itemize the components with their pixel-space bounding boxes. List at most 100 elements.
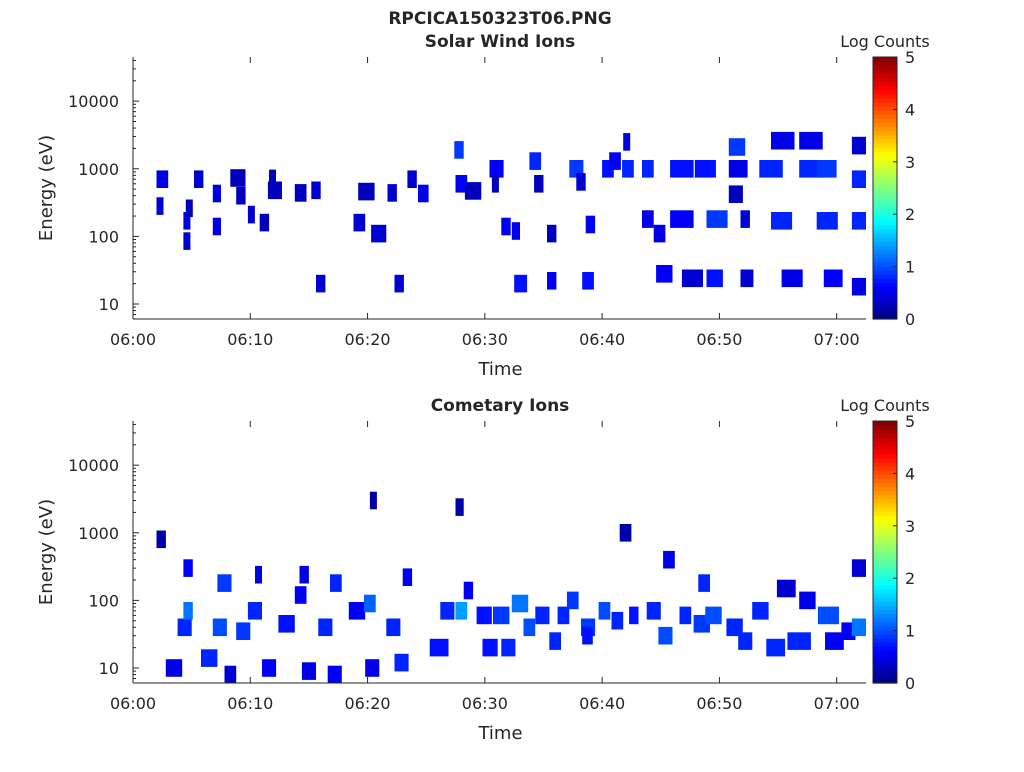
colorbar-segment bbox=[873, 511, 897, 516]
heatmap-cell bbox=[566, 591, 579, 610]
heatmap-cell bbox=[728, 185, 743, 203]
heatmap-cell bbox=[212, 217, 221, 236]
heatmap-cell bbox=[781, 269, 803, 288]
x-tick-label: 06:10 bbox=[227, 694, 273, 713]
colorbar-segment bbox=[873, 605, 897, 610]
heatmap-cell bbox=[463, 581, 474, 600]
panel-solar-wind-ions: Solar Wind Ions 06:00 06:10 06:20 06:30 06:40… bbox=[36, 32, 930, 380]
x-tick-label: 06:00 bbox=[110, 330, 156, 349]
colorbar-segment bbox=[873, 502, 897, 508]
x-tick-label: 06:40 bbox=[579, 330, 625, 349]
colorbar-segment bbox=[873, 196, 897, 201]
colorbar-segment bbox=[873, 445, 897, 451]
colorbar-segment bbox=[873, 114, 897, 119]
colorbar-segment bbox=[873, 278, 897, 283]
colorbar-segment bbox=[873, 625, 897, 631]
colorbar-segment bbox=[873, 216, 897, 222]
heatmap-cell bbox=[656, 265, 673, 283]
heatmap-cell bbox=[201, 649, 218, 667]
colorbar-segment bbox=[873, 142, 897, 148]
colorbar-segment bbox=[873, 269, 897, 275]
x-tick-label: 06:50 bbox=[696, 694, 742, 713]
colorbar-segment bbox=[873, 286, 897, 291]
colorbar-segment bbox=[873, 461, 897, 467]
heatmap-cell bbox=[706, 210, 728, 228]
y-tick-label: 10 bbox=[99, 295, 119, 314]
colorbar-segment bbox=[873, 302, 897, 308]
colorbar-segment bbox=[873, 633, 897, 639]
colorbar-segment bbox=[873, 89, 897, 95]
heatmap-cell bbox=[194, 170, 204, 188]
colorbar-segment bbox=[873, 171, 897, 177]
heatmap-cell bbox=[501, 638, 516, 657]
x-tick-label: 07:00 bbox=[814, 330, 860, 349]
colorbar-segment bbox=[873, 212, 897, 218]
heatmap-cell bbox=[670, 160, 694, 178]
colorbar-segment bbox=[873, 102, 897, 107]
colorbar-segment bbox=[873, 486, 897, 492]
colorbar-segment bbox=[873, 224, 897, 230]
heatmap-cell bbox=[549, 632, 561, 650]
heatmap-cell bbox=[752, 602, 769, 620]
heatmap-cell bbox=[529, 152, 542, 170]
x-tick-label: 06:10 bbox=[227, 330, 273, 349]
colorbar-segment bbox=[873, 466, 897, 471]
heatmap-cell bbox=[311, 181, 321, 200]
heatmap-cell bbox=[642, 210, 654, 228]
heatmap-cell bbox=[262, 659, 277, 677]
colorbar-segment bbox=[873, 646, 897, 651]
colorbar-tick-label: 1 bbox=[905, 622, 915, 641]
heatmap-cell bbox=[394, 653, 409, 672]
colorbar-segment bbox=[873, 179, 897, 185]
colorbar-segment bbox=[873, 568, 897, 574]
heatmap-cell bbox=[455, 602, 468, 620]
colorbar-segment bbox=[873, 584, 897, 590]
heatmap-cell bbox=[523, 618, 536, 637]
colorbar-segment bbox=[873, 539, 897, 545]
heatmap-cell bbox=[653, 224, 666, 243]
heatmap-cell bbox=[183, 559, 193, 577]
x-tick-label: 06:50 bbox=[696, 330, 742, 349]
colorbar-segment bbox=[873, 81, 897, 87]
colorbar-segment bbox=[873, 506, 897, 512]
heatmap-cell bbox=[851, 170, 866, 188]
heatmap-cell bbox=[598, 602, 611, 620]
heatmap-cell bbox=[217, 574, 232, 592]
heatmap-cell bbox=[623, 133, 631, 151]
colorbar-segment bbox=[873, 167, 897, 173]
heatmap-cell bbox=[658, 626, 673, 645]
panel-cometary-ions: Cometary Ions 06:00 06:10 06:20 06:30 06:40 06… bbox=[36, 396, 930, 744]
colorbar-segment bbox=[873, 576, 897, 582]
colorbar-label: Log Counts bbox=[840, 396, 930, 415]
colorbar-segment bbox=[873, 453, 897, 459]
heatmap-cell bbox=[602, 160, 614, 178]
colorbar-segment bbox=[873, 200, 897, 205]
colorbar-tick-label: 5 bbox=[905, 48, 915, 67]
x-axis-label: Time bbox=[477, 723, 522, 744]
colorbar-segment bbox=[873, 130, 897, 136]
colorbar-segment bbox=[873, 245, 897, 250]
colorbar-segment bbox=[873, 482, 897, 488]
colorbar-segment bbox=[873, 61, 897, 66]
colorbar-segment bbox=[873, 237, 897, 242]
heatmap-cell bbox=[816, 212, 838, 230]
colorbar-segment bbox=[873, 228, 897, 234]
colorbar-segment bbox=[873, 73, 897, 79]
y-axis-label: Energy (eV) bbox=[36, 499, 57, 605]
heatmap-cell bbox=[728, 160, 748, 178]
colorbar-segment bbox=[873, 65, 897, 70]
heatmap-cell bbox=[247, 602, 262, 620]
colorbar-segment bbox=[873, 85, 897, 91]
colorbar-segment bbox=[873, 654, 897, 660]
colorbar-segment bbox=[873, 552, 897, 557]
heatmap-cell bbox=[514, 274, 528, 293]
y-tick-label: 10 bbox=[99, 659, 119, 678]
heatmap-cell bbox=[759, 160, 783, 178]
heatmap-cell bbox=[318, 618, 333, 637]
x-tick-label: 06:20 bbox=[345, 694, 391, 713]
colorbar-segment bbox=[873, 306, 897, 312]
colorbar-segment bbox=[873, 282, 897, 287]
heatmap-cell bbox=[493, 606, 510, 625]
colorbar-segment bbox=[873, 449, 897, 455]
